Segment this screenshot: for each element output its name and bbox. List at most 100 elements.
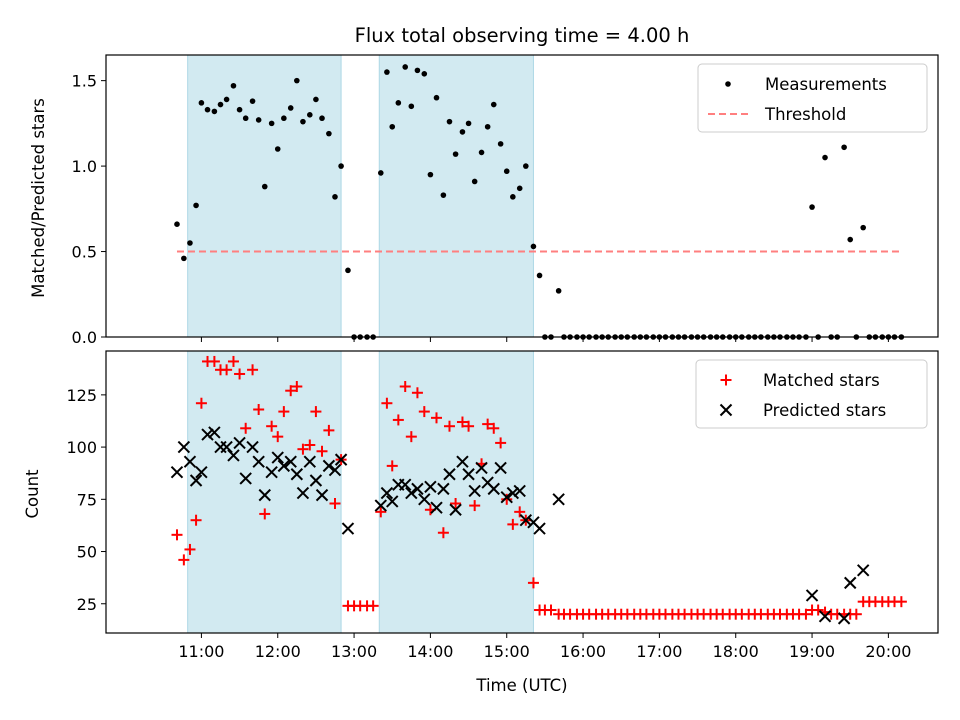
x-tick-label: 13:00 (331, 642, 377, 661)
measurement-point (281, 115, 287, 122)
matched-star-point (266, 420, 278, 432)
bottom-y-tick-label: 125 (66, 386, 97, 405)
matched-star-point (463, 420, 475, 432)
predicted-star-point (380, 486, 394, 500)
top-panel-ratio: 0.0 0.5 1.0 1.5 Measurements Threshold (72, 54, 939, 347)
matched-star-point (291, 381, 303, 393)
predicted-star-point (494, 461, 507, 475)
matched-star-point (437, 527, 449, 539)
measurement-point (181, 255, 187, 262)
matched-star-point (297, 443, 309, 455)
top-observing-window-1 (187, 54, 342, 338)
measurement-point (332, 194, 338, 200)
matched-star-point (392, 414, 404, 426)
measurement-point (287, 105, 294, 111)
matched-star-point (316, 445, 328, 457)
predicted-star-point (424, 480, 437, 493)
top-legend: Measurements Threshold (697, 63, 928, 133)
measurement-point (523, 163, 529, 169)
matched-star-point (501, 493, 513, 505)
measurement-point (217, 101, 224, 108)
matched-star-point (310, 406, 322, 418)
matched-star-point (443, 420, 455, 432)
measurement-point (503, 168, 510, 175)
predicted-star-point (487, 482, 500, 496)
predicted-star-point (290, 468, 304, 481)
matched-star-point (253, 403, 265, 415)
measurement-point (242, 115, 249, 122)
measurement-point (809, 204, 815, 210)
matched-star-point (375, 506, 387, 518)
measurement-point (841, 144, 847, 151)
matched-star-point (195, 397, 207, 409)
predicted-star-point (177, 440, 191, 454)
predicted-star-point (456, 455, 469, 468)
x-tick-label: 11:00 (178, 642, 224, 661)
matched-star-point (208, 355, 220, 367)
predicted-star-point (252, 455, 265, 468)
measurement-point (530, 243, 537, 250)
measurement-point (294, 77, 300, 84)
matched-star-point (184, 543, 196, 555)
legend-predicted-marker (719, 403, 733, 417)
top-y-axis-label: Matched/Predicted stars (29, 98, 48, 298)
measurement-point (193, 202, 199, 209)
predicted-star-point (449, 503, 462, 516)
top-legend-box (697, 63, 928, 133)
legend-predicted-label: Predicted stars (763, 401, 886, 420)
matched-star-point (381, 397, 393, 409)
predicted-star-point (258, 488, 271, 502)
matched-star-point (240, 422, 252, 434)
predicted-star-point (239, 472, 252, 485)
measurement-point (536, 272, 543, 279)
predicted-star-point (552, 493, 565, 506)
bottom-y-tick-label: 75 (77, 490, 97, 509)
predicted-star-point (837, 612, 851, 625)
measurement-point (847, 236, 854, 243)
predicted-star-point (399, 478, 412, 491)
predicted-star-point (506, 486, 520, 500)
measurement-point (555, 288, 562, 294)
predicted-star-point (437, 482, 450, 496)
predicted-star-point (818, 610, 832, 623)
x-tick-label: 19:00 (789, 642, 835, 661)
measurement-point (490, 101, 497, 108)
predicted-star-point (405, 486, 418, 500)
measurement-point (389, 123, 396, 130)
measurement-point (249, 98, 256, 104)
predicted-star-point (411, 482, 424, 496)
measurement-point (408, 103, 415, 110)
predicted-star-point (443, 468, 456, 481)
predicted-star-point (189, 474, 203, 487)
predicted-star-point (303, 455, 317, 468)
measurement-point (822, 154, 828, 161)
measurement-point (497, 141, 504, 147)
matched-star-point (514, 506, 526, 518)
predicted-star-point (334, 453, 348, 466)
matched-star-point (469, 500, 481, 512)
measurement-point (174, 221, 180, 227)
predicted-star-point (462, 468, 475, 481)
measurement-point (236, 106, 243, 113)
measurement-point (465, 120, 472, 127)
matched-star-point (304, 439, 316, 451)
measurement-point (307, 112, 313, 118)
predicted-star-point (271, 451, 284, 464)
x-tick-label: 15:00 (484, 642, 530, 661)
measurement-point (268, 120, 275, 127)
matched-star-point (247, 364, 259, 376)
measurement-point (516, 185, 523, 192)
measurement-point (395, 100, 402, 106)
predicted-star-point (220, 440, 233, 454)
bottom-y-tick-label: 50 (77, 543, 97, 562)
predicted-star-point (201, 428, 214, 441)
legend-matched-marker (720, 374, 732, 386)
matched-star-point (812, 604, 824, 616)
predicted-star-point (296, 486, 310, 500)
predicted-star-point (233, 436, 246, 450)
measurement-point (440, 192, 447, 198)
predicted-star-point (227, 449, 240, 462)
top-y-tick-label: 1.0 (72, 157, 97, 176)
x-tick-label: 18:00 (713, 642, 759, 661)
